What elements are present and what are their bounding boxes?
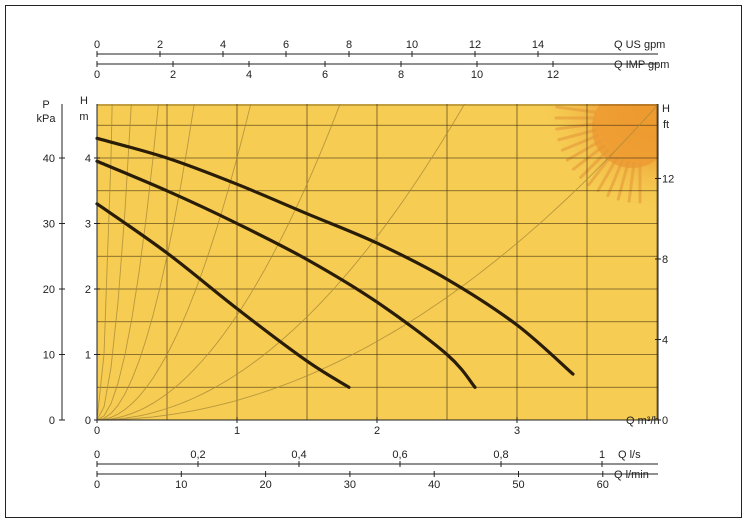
us-gpm-axis-tick-label: 0 (94, 39, 100, 51)
lmin-axis-tick-label: 60 (597, 479, 609, 491)
imp-gpm-axis-tick-label: 6 (322, 69, 328, 81)
imp-gpm-axis-tick-label: 12 (547, 69, 559, 81)
lmin-axis-tick-label: 30 (344, 479, 356, 491)
m3h-axis-tick-label: 3 (514, 425, 520, 437)
pump-curve-2 (95, 159, 477, 389)
imp-gpm-axis-tick-label: 0 (94, 69, 100, 81)
us-gpm-axis-tick-label: 10 (406, 39, 418, 51)
pump-curve-3 (95, 136, 575, 376)
chart-frame (5, 5, 742, 518)
system-curve (97, 104, 159, 420)
us-gpm-axis-tick-label: 14 (532, 39, 544, 51)
ls-axis-tick-label: 0 (94, 449, 100, 461)
ft-axis-tick-label: 12 (662, 173, 674, 185)
system-curve (97, 104, 341, 420)
us-gpm-axis-tick-label: 2 (157, 39, 163, 51)
sun-ray (627, 162, 636, 203)
kpa-axis-tick-label: 20 (43, 284, 55, 296)
sun-ray (606, 158, 624, 198)
system-curve (97, 104, 132, 420)
imp-gpm-axis-tick-label: 10 (471, 69, 483, 81)
system-curve (97, 104, 252, 420)
ls-axis-tick-label: 0,8 (493, 449, 508, 461)
pump-curves (95, 136, 575, 389)
imp-gpm-axis-title: Q IMP gpm (614, 59, 669, 71)
system-curve (97, 104, 113, 420)
imp-gpm-axis-tick-label: 2 (170, 69, 176, 81)
ls-axis-tick-label: 0,4 (291, 449, 306, 461)
ft-axis-title-unit: ft (663, 119, 669, 131)
sun-ray (557, 128, 598, 142)
m-axis-tick-label: 0 (85, 415, 91, 427)
m3h-axis-tick-label: 1 (234, 425, 240, 437)
ft-axis-tick-label: 4 (662, 334, 668, 346)
lmin-axis-tick-label: 40 (428, 479, 440, 491)
sun-ray (555, 105, 596, 114)
us-gpm-axis-tick-label: 6 (283, 39, 289, 51)
ft-axis-tick-label: 8 (662, 254, 668, 266)
m-axis-title-symbol: H (80, 95, 88, 107)
system-curve (97, 104, 658, 420)
sun-ray (560, 134, 600, 152)
sun-ray (616, 160, 630, 201)
lmin-axis-tick-label: 50 (512, 479, 524, 491)
us-gpm-axis-tick-label: 8 (346, 39, 352, 51)
m3h-axis-title: Q m³/h (626, 415, 660, 427)
sun-disc (592, 104, 658, 168)
kpa-axis-tick-label: 0 (49, 415, 55, 427)
ft-axis-tick-label: 0 (662, 415, 668, 427)
ls-axis-title: Q l/s (618, 449, 641, 461)
m-axis-title-unit: m (79, 111, 88, 123)
m3h-axis-tick-label: 2 (374, 425, 380, 437)
lmin-axis-tick-label: 0 (94, 479, 100, 491)
sun-ray (579, 149, 609, 179)
ls-axis-tick-label: 1 (599, 449, 605, 461)
ls-axis-tick-label: 0,6 (392, 449, 407, 461)
lmin-axis-tick-label: 10 (175, 479, 187, 491)
sun-logo-icon (540, 104, 658, 214)
kpa-axis-title-symbol: P (42, 99, 49, 111)
lmin-axis-title: Q l/min (614, 469, 649, 481)
sun-ray (571, 144, 606, 171)
sun-ray (587, 152, 614, 187)
kpa-axis-title-unit: kPa (37, 113, 57, 125)
ft-axis-title-symbol: H (662, 103, 670, 115)
us-gpm-axis-tick-label: 4 (220, 39, 226, 51)
kpa-axis-tick-label: 10 (43, 350, 55, 362)
ls-axis-tick-label: 0,2 (190, 449, 205, 461)
m3h-axis-tick-label: 0 (94, 425, 100, 437)
kpa-axis-tick-label: 40 (43, 153, 55, 165)
sun-ray (565, 139, 602, 162)
m-axis-tick-label: 4 (85, 153, 91, 165)
sun-ray (596, 156, 619, 193)
system-curves (97, 104, 658, 420)
imp-gpm-axis-tick-label: 4 (246, 69, 252, 81)
sun-ray (555, 122, 596, 131)
pump-curve-1 (95, 202, 351, 389)
m-axis-tick-label: 2 (85, 284, 91, 296)
us-gpm-axis-title: Q US gpm (614, 39, 665, 51)
system-curve (97, 104, 466, 420)
lmin-axis-tick-label: 20 (259, 479, 271, 491)
us-gpm-axis-tick-label: 12 (469, 39, 481, 51)
m-axis-tick-label: 1 (85, 350, 91, 362)
m-axis-tick-label: 3 (85, 219, 91, 231)
kpa-axis-tick-label: 30 (43, 219, 55, 231)
imp-gpm-axis-tick-label: 8 (398, 69, 404, 81)
